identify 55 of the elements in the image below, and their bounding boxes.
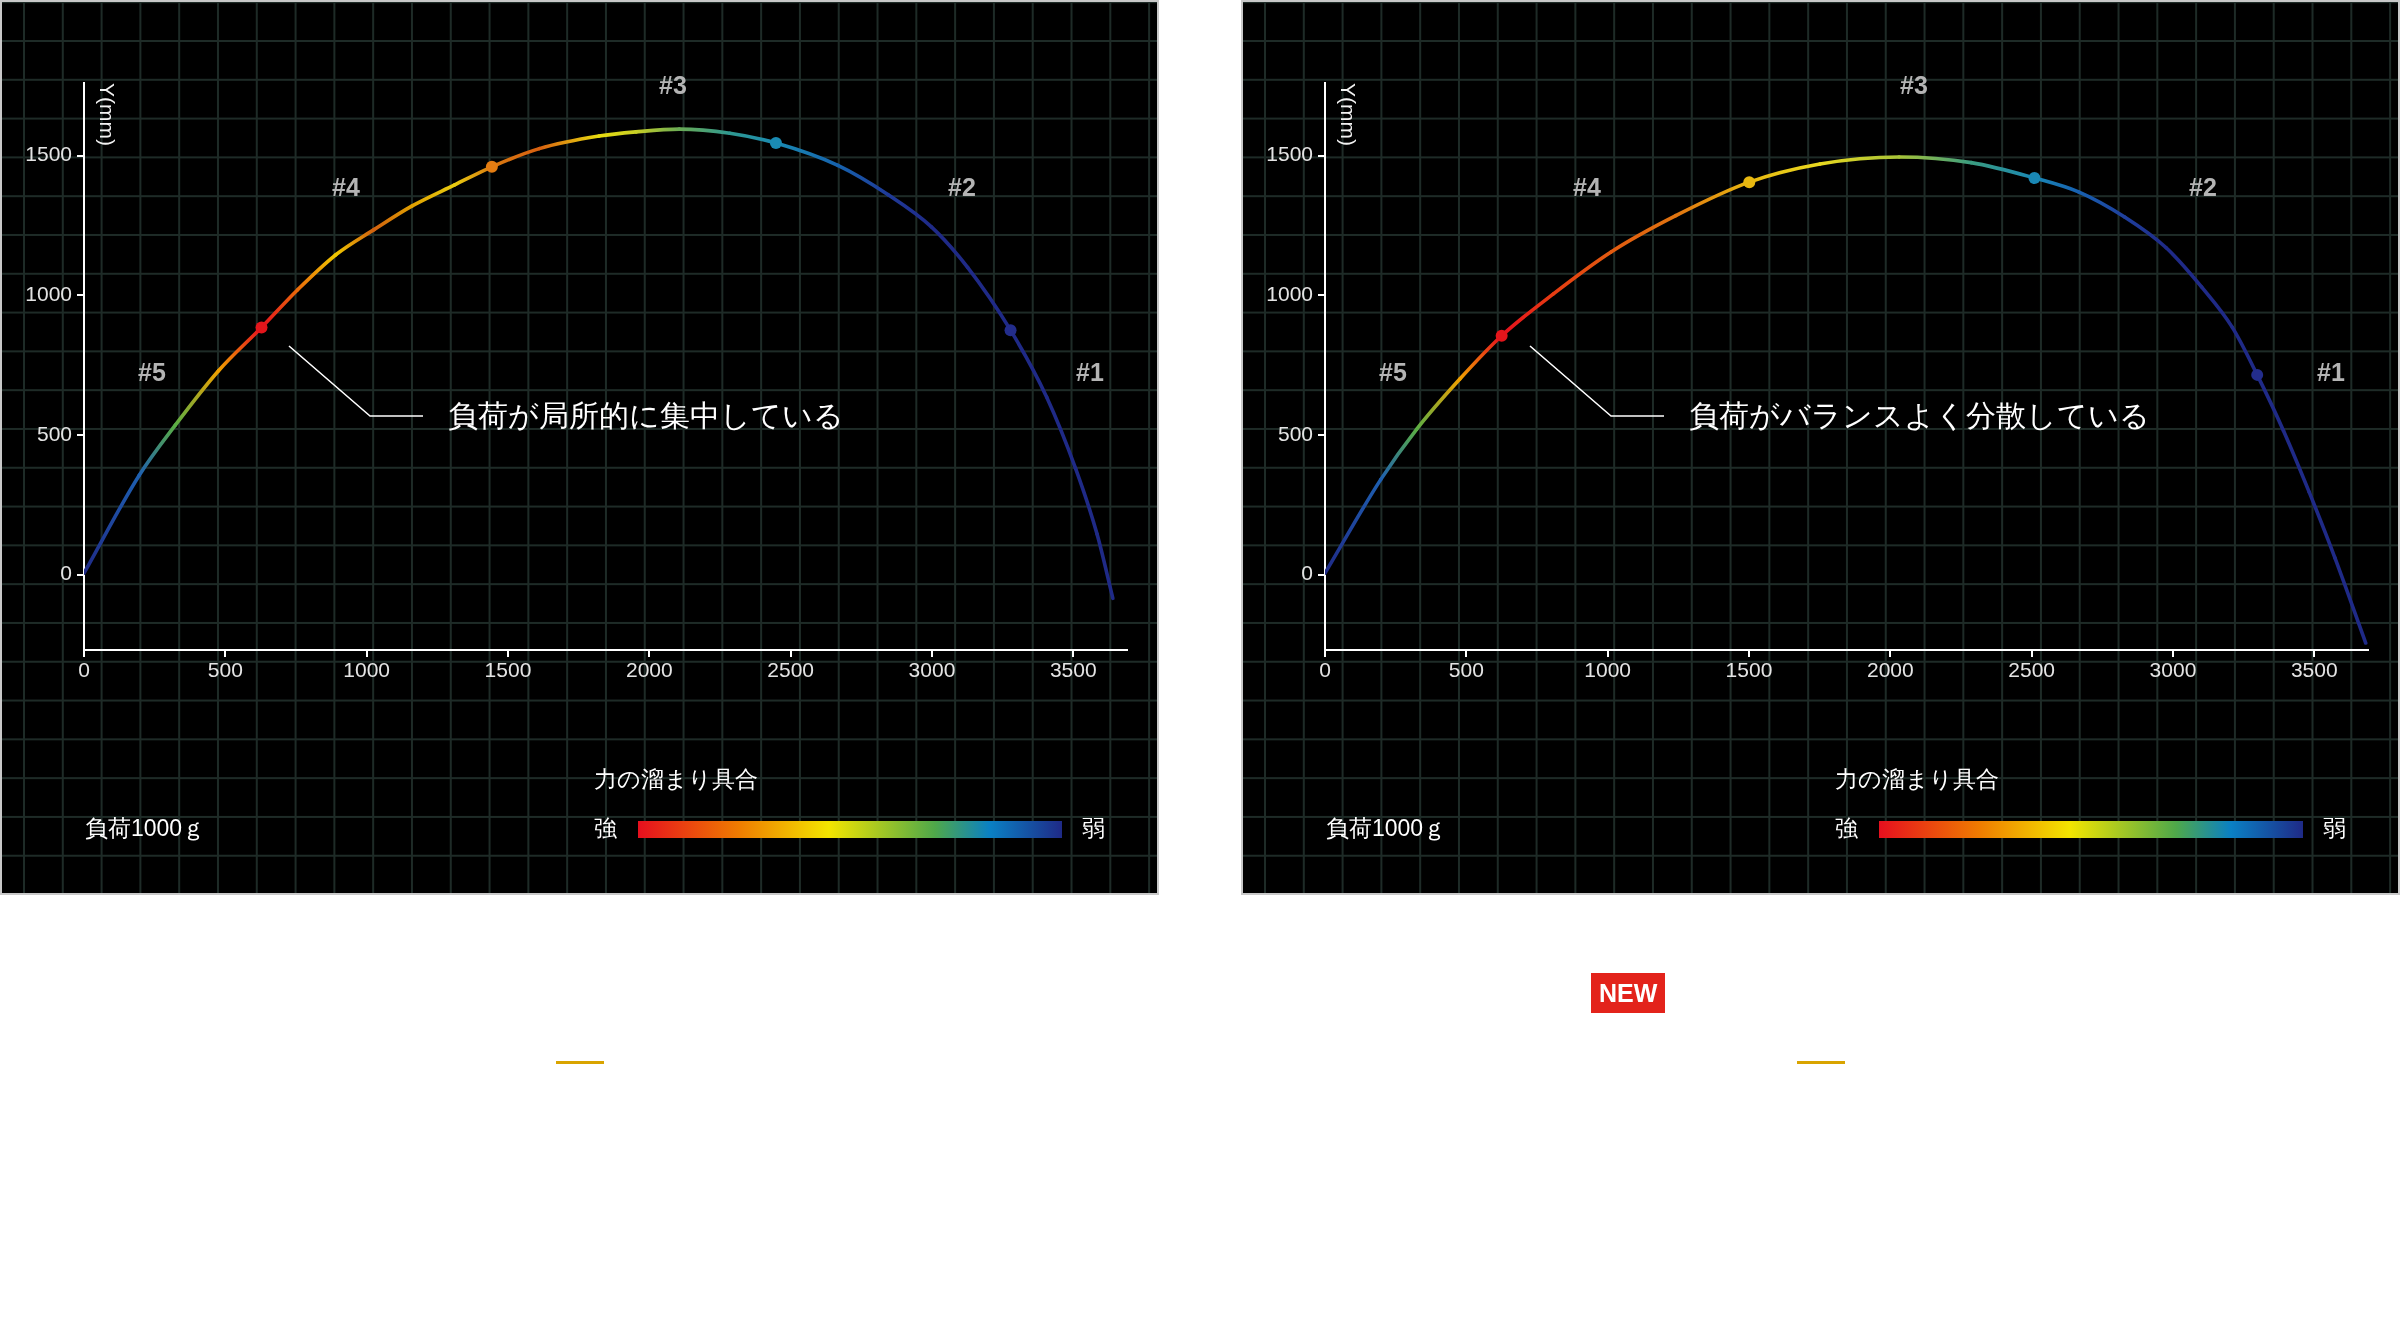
x-tick-label: 1500 [484, 658, 532, 682]
x-tick-label: 500 [1448, 658, 1484, 682]
y-tick-label: 0 [60, 561, 72, 585]
point [769, 137, 782, 150]
annotation: #4 [1573, 172, 1601, 201]
annotation: #4 [332, 172, 360, 201]
annotation: #2 [2189, 172, 2217, 201]
x-tick-label: 2000 [1866, 658, 1914, 682]
y-tick-label: 1500 [25, 142, 72, 166]
y-axis-title: Y(mm) [96, 83, 120, 146]
annotation: #2 [948, 172, 976, 201]
x-tick-label: 0 [78, 658, 90, 682]
y-tick-label: 500 [1277, 421, 1313, 445]
text: 強 [593, 814, 617, 841]
annotation: 負荷が局所的に集中している [448, 399, 844, 433]
x-tick-label: 0 [1319, 658, 1331, 682]
text: 強 [1834, 814, 1858, 841]
x-tick-label: 500 [207, 658, 243, 682]
annotation: #5 [1379, 357, 1407, 386]
text: 負荷1000ｇ [85, 815, 206, 842]
point [1743, 176, 1756, 189]
annotation: #5 [138, 357, 166, 386]
point [255, 321, 268, 334]
annotation: #3 [659, 70, 687, 99]
y-tick-label: 1500 [1266, 142, 1313, 166]
y-tick-label: 1000 [25, 282, 72, 306]
annotation: #1 [2317, 357, 2345, 386]
x-tick-label: 3500 [1049, 658, 1097, 682]
x-tick-label: 3500 [2290, 658, 2338, 682]
y-tick-label: 500 [36, 421, 72, 445]
x-tick-label: 1000 [1584, 658, 1632, 682]
color-bar-title: 力の溜まり具合 [1835, 766, 1999, 793]
x-tick-label: 1000 [343, 658, 391, 682]
label-badge: NEW [1591, 973, 1666, 1013]
x-tick-label: 3000 [2149, 658, 2197, 682]
x-tick-label: 2500 [2008, 658, 2055, 682]
x-tick-label: 3000 [908, 658, 956, 682]
y-tick-label: 0 [1301, 561, 1313, 585]
point [1004, 324, 1017, 337]
text: 負荷1000ｇ [1326, 815, 1447, 842]
annotation: 負荷がバランスよく分散している [1689, 399, 2150, 433]
x-tick-label: 2500 [767, 658, 814, 682]
x-tick-label: 1500 [1725, 658, 1773, 682]
point [2028, 171, 2041, 184]
point [1495, 329, 1508, 342]
annotation: #3 [1900, 70, 1928, 99]
color-bar-title: 力の溜まり具合 [594, 766, 758, 793]
text: 弱 [1081, 814, 1105, 841]
annotation: #1 [1076, 357, 1104, 386]
x-tick-label: 2000 [625, 658, 673, 682]
y-axis-title: Y(mm) [1337, 83, 1361, 146]
point [2251, 368, 2264, 381]
point [485, 160, 498, 173]
text: 弱 [2322, 814, 2346, 841]
y-tick-label: 1000 [1266, 282, 1313, 306]
